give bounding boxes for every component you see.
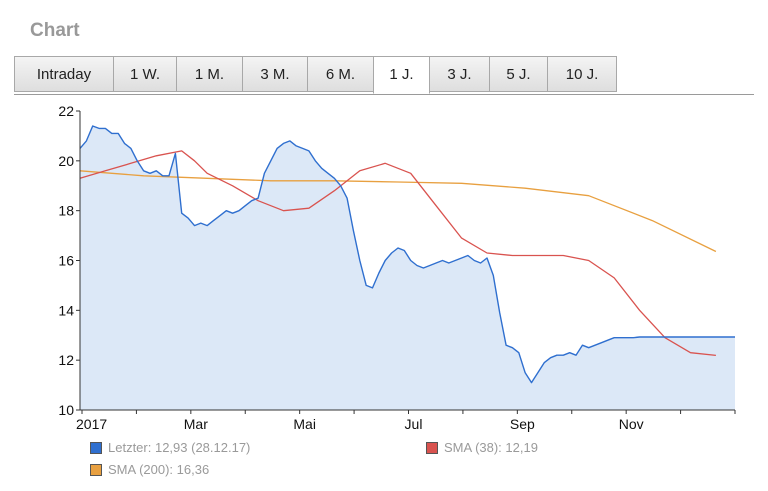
tab-intraday[interactable]: Intraday [14,56,114,92]
legend-swatch-sma200 [90,464,102,476]
series-line-letzter [79,125,735,384]
tab-3m[interactable]: 3 M. [242,56,308,92]
y-tick-label: 16 [58,253,74,269]
page-title: Chart [30,20,80,41]
y-tick-label: 10 [58,402,74,418]
tab-1j[interactable]: 1 J. [373,56,430,94]
legend-item-sma200: SMA (200): 16,36 [90,462,209,478]
series-line-sma-38 [79,150,716,357]
legend-swatch-letzter [90,442,102,454]
tab-1w[interactable]: 1 W. [113,56,177,92]
legend-label-sma200: SMA (200): 16,36 [108,462,210,477]
y-tick-label: 20 [58,153,74,169]
y-tick-label: 22 [58,103,74,119]
legend-swatch-sma38 [426,442,438,454]
x-tick-label: Mai [293,416,316,432]
x-tick-label: Mar [184,416,208,432]
x-tick-label: Nov [619,416,644,432]
price-area [80,126,735,410]
y-tick-label: 12 [58,352,74,368]
x-tick-label: 2017 [76,416,107,432]
tab-5j[interactable]: 5 J. [489,56,548,92]
y-tick-label: 14 [58,302,74,318]
timeframe-tabs: Intraday 1 W. 1 M. 3 M. 6 M. 1 J. 3 J. 5… [14,56,754,95]
tab-6m[interactable]: 6 M. [307,56,374,92]
x-tick-label: Jul [405,416,423,432]
series-line-sma-200 [79,170,717,253]
legend-label-letzter: Letzter: 12,93 (28.12.17) [108,440,251,455]
tab-10j[interactable]: 10 J. [547,56,617,92]
y-tick-label: 18 [58,203,74,219]
tab-3j[interactable]: 3 J. [429,56,490,92]
legend-item-letzter: Letzter: 12,93 (28.12.17) [90,440,250,456]
legend-label-sma38: SMA (38): 12,19 [444,440,538,455]
x-tick-label: Sep [510,416,535,432]
legend-item-sma38: SMA (38): 12,19 [426,440,538,456]
